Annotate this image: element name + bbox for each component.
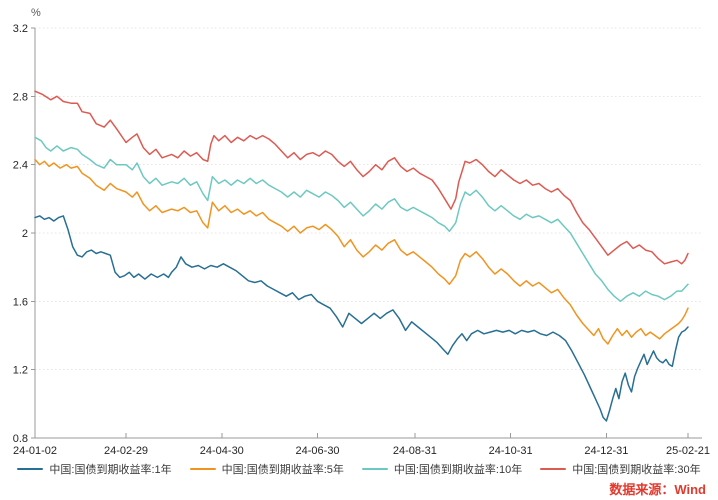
x-tick-label: 24-04-30 xyxy=(200,445,244,456)
legend: 中国:国债到期收益率:1年 中国:国债到期收益率:5年 中国:国债到期收益率:10年… xyxy=(0,461,718,477)
legend-item: 中国:国债到期收益率:5年 xyxy=(189,461,344,477)
legend-line-swatch xyxy=(361,468,388,470)
legend-label: 中国:国债到期收益率:1年 xyxy=(49,464,172,476)
x-tick-label: 24-06-30 xyxy=(296,445,340,456)
axis-tick-labels: 3.2 2.8 2.4 2 1.6 1.2 0.824-01-02 24-02-29 24-04… xyxy=(13,23,710,457)
bond-yield-chart: % 3.2 2.8 2.4 2 1.6 1.2 0.824-01-02 24-02-29 24-… xyxy=(13,7,710,457)
yield-lines xyxy=(34,90,689,422)
y-tick-label: 2 xyxy=(22,228,28,240)
yield-line xyxy=(34,136,689,303)
legend-item: 中国:国债到期收益率:10年 xyxy=(361,461,523,477)
y-axis-unit-label: % xyxy=(31,7,41,19)
data-source-label: 数据来源：Wind xyxy=(609,482,706,497)
y-tick-label: 1.2 xyxy=(13,365,28,377)
yield-line xyxy=(34,90,689,265)
x-tick-label: 24-01-02 xyxy=(13,445,57,456)
legend-line-swatch xyxy=(540,468,567,470)
axes xyxy=(31,27,702,439)
gridlines xyxy=(35,27,702,371)
x-tick-label: 24-12-31 xyxy=(584,445,628,456)
x-tick-label: 24-02-29 xyxy=(104,445,148,456)
yield-line xyxy=(34,215,689,422)
legend-line-swatch xyxy=(189,468,216,470)
yield-line xyxy=(34,158,689,345)
y-tick-label: 2.4 xyxy=(13,160,28,172)
legend-item: 中国:国债到期收益率:1年 xyxy=(17,461,172,477)
x-tick-label: 25-02-21 xyxy=(666,445,710,456)
y-tick-label: 0.8 xyxy=(13,433,28,445)
legend-label: 中国:国债到期收益率:30年 xyxy=(572,464,701,476)
legend-line-swatch xyxy=(17,468,44,470)
y-tick-label: 1.6 xyxy=(13,296,28,308)
legend-label: 中国:国债到期收益率:5年 xyxy=(221,464,344,476)
y-tick-label: 3.2 xyxy=(13,23,28,35)
legend-item: 中国:国债到期收益率:30年 xyxy=(540,461,701,477)
x-tick-label: 24-10-31 xyxy=(489,445,533,456)
y-tick-label: 2.8 xyxy=(13,91,28,103)
legend-label: 中国:国债到期收益率:10年 xyxy=(393,464,523,476)
x-tick-label: 24-08-31 xyxy=(393,445,437,456)
